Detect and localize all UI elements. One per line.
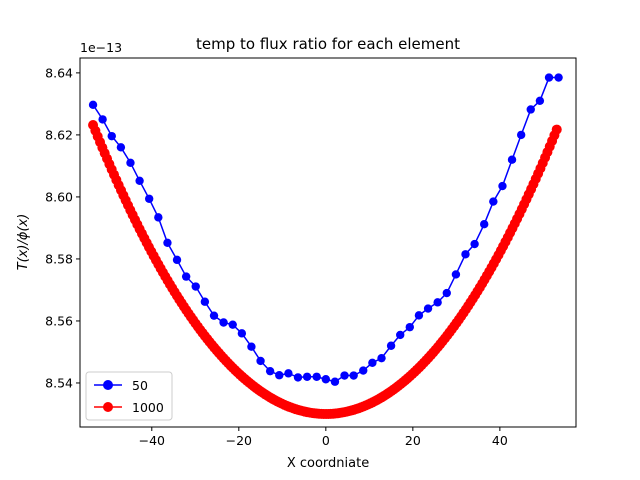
point-50: [516, 130, 526, 140]
point-50: [247, 342, 256, 351]
point-50: [368, 358, 377, 368]
x-axis: −40 −20 0 20 40: [139, 427, 508, 448]
point-50: [423, 304, 433, 313]
legend-marker-50: [103, 380, 113, 390]
y-tick-label: 8.56: [45, 313, 73, 328]
point-50: [284, 369, 293, 378]
x-tick-label: −40: [139, 433, 165, 448]
x-tick-label: 0: [322, 433, 330, 448]
x-tick-label: 20: [405, 433, 421, 448]
point-50: [135, 176, 144, 185]
point-50: [433, 298, 442, 307]
plot-area: [88, 73, 563, 419]
y-axis-label: T(x)/ϕ(x): [16, 214, 31, 271]
legend-label-1000: 1000: [132, 400, 164, 415]
point-50: [144, 194, 154, 203]
x-axis-label: X coordniate: [287, 456, 369, 471]
point-50: [386, 341, 396, 350]
chart-title: temp to flux ratio for each element: [196, 35, 460, 53]
point-50: [498, 181, 507, 191]
point-50: [330, 377, 340, 386]
point-50: [154, 213, 163, 222]
point-50: [489, 197, 498, 206]
point-50: [88, 100, 98, 110]
point-50: [228, 320, 237, 329]
point-50: [181, 272, 191, 281]
point-50: [98, 115, 107, 124]
point-50: [219, 318, 228, 327]
point-50: [461, 250, 470, 259]
point-50: [321, 375, 331, 384]
legend-marker-1000: [103, 402, 113, 412]
series-50: [88, 73, 563, 386]
y-tick-label: 8.62: [45, 127, 73, 142]
point-50: [359, 366, 368, 375]
point-50: [256, 356, 265, 366]
point-50: [507, 155, 517, 164]
point-50: [377, 353, 386, 363]
legend: 50 1000: [85, 371, 173, 421]
point-50: [451, 270, 461, 279]
point-50: [237, 329, 247, 338]
y-tick-label: 8.54: [45, 375, 73, 390]
point-1000: [551, 124, 562, 135]
legend-label-50: 50: [132, 378, 148, 393]
point-50: [200, 297, 210, 306]
x-tick-label: −20: [226, 433, 252, 448]
point-50: [163, 238, 172, 248]
point-50: [526, 105, 535, 114]
axes-frame: [79, 57, 577, 428]
point-50: [107, 131, 116, 141]
point-50: [302, 372, 312, 381]
point-50: [470, 239, 479, 249]
point-50: [405, 322, 414, 332]
point-50: [442, 288, 451, 298]
point-50: [293, 373, 303, 382]
y-tick-label: 8.60: [45, 189, 73, 204]
point-50: [396, 330, 405, 340]
point-50: [544, 73, 554, 82]
point-50: [480, 220, 489, 229]
point-50: [116, 143, 126, 152]
point-50: [414, 311, 424, 320]
point-50: [275, 371, 284, 380]
series-1000: [88, 119, 562, 419]
y-offset-text: 1e−13: [80, 40, 122, 55]
y-tick-label: 8.64: [45, 65, 73, 80]
point-50: [340, 371, 349, 380]
point-50: [535, 96, 545, 105]
point-50: [172, 255, 182, 265]
y-tick-label: 8.58: [45, 251, 73, 266]
point-50: [126, 158, 135, 168]
point-50: [554, 73, 563, 82]
point-50: [265, 366, 275, 376]
point-50: [209, 311, 219, 320]
x-tick-label: 40: [492, 433, 508, 448]
point-50: [349, 371, 358, 380]
point-50: [312, 372, 321, 381]
point-50: [191, 282, 200, 291]
y-axis: 8.54 8.56 8.58 8.60 8.62 8.64: [45, 65, 80, 390]
